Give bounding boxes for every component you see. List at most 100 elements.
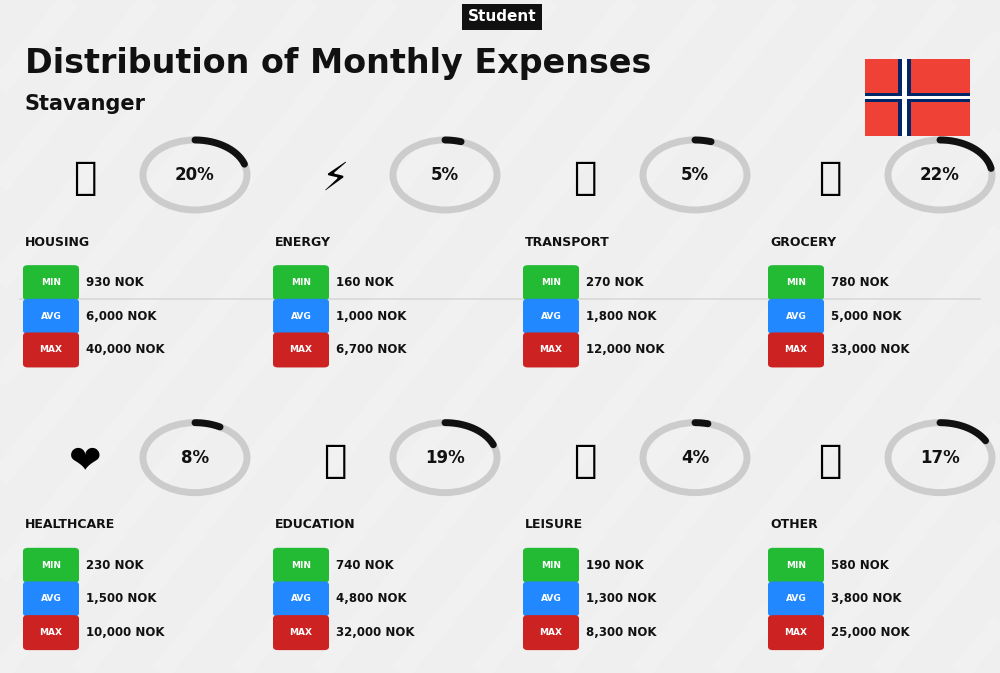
FancyBboxPatch shape bbox=[768, 615, 824, 650]
FancyBboxPatch shape bbox=[523, 332, 579, 367]
FancyBboxPatch shape bbox=[768, 265, 824, 300]
Text: 1,800 NOK: 1,800 NOK bbox=[586, 310, 657, 323]
FancyBboxPatch shape bbox=[273, 548, 329, 583]
FancyBboxPatch shape bbox=[523, 548, 579, 583]
Text: Distribution of Monthly Expenses: Distribution of Monthly Expenses bbox=[25, 47, 651, 81]
Text: 33,000 NOK: 33,000 NOK bbox=[831, 343, 910, 357]
Text: 32,000 NOK: 32,000 NOK bbox=[336, 626, 415, 639]
Text: 5,000 NOK: 5,000 NOK bbox=[831, 310, 902, 323]
Text: 🎓: 🎓 bbox=[323, 442, 347, 480]
Text: MIN: MIN bbox=[786, 561, 806, 570]
Text: ENERGY: ENERGY bbox=[275, 236, 331, 249]
Text: AVG: AVG bbox=[291, 594, 311, 604]
FancyBboxPatch shape bbox=[273, 299, 329, 334]
FancyBboxPatch shape bbox=[768, 332, 824, 367]
Text: 580 NOK: 580 NOK bbox=[831, 559, 889, 572]
Text: 12,000 NOK: 12,000 NOK bbox=[586, 343, 665, 357]
FancyBboxPatch shape bbox=[273, 265, 329, 300]
Text: 17%: 17% bbox=[920, 449, 960, 466]
Text: 160 NOK: 160 NOK bbox=[336, 276, 394, 289]
FancyBboxPatch shape bbox=[523, 581, 579, 616]
FancyBboxPatch shape bbox=[523, 265, 579, 300]
FancyBboxPatch shape bbox=[768, 548, 824, 583]
Text: MIN: MIN bbox=[41, 561, 61, 570]
Text: AVG: AVG bbox=[41, 594, 61, 604]
Text: 🚌: 🚌 bbox=[573, 160, 597, 197]
Text: 20%: 20% bbox=[175, 166, 215, 184]
Text: 8%: 8% bbox=[181, 449, 209, 466]
Text: 6,000 NOK: 6,000 NOK bbox=[86, 310, 156, 323]
Bar bbox=[865, 59, 970, 137]
Text: 740 NOK: 740 NOK bbox=[336, 559, 394, 572]
FancyBboxPatch shape bbox=[273, 581, 329, 616]
Text: TRANSPORT: TRANSPORT bbox=[525, 236, 610, 249]
Text: 💛: 💛 bbox=[818, 442, 842, 480]
Text: 40,000 NOK: 40,000 NOK bbox=[86, 343, 165, 357]
Text: Student: Student bbox=[468, 9, 536, 24]
Text: AVG: AVG bbox=[541, 312, 561, 321]
Text: LEISURE: LEISURE bbox=[525, 518, 583, 532]
Text: HEALTHCARE: HEALTHCARE bbox=[25, 518, 115, 532]
Text: 10,000 NOK: 10,000 NOK bbox=[86, 626, 164, 639]
Text: 3,800 NOK: 3,800 NOK bbox=[831, 592, 902, 606]
Text: AVG: AVG bbox=[541, 594, 561, 604]
Text: 1,500 NOK: 1,500 NOK bbox=[86, 592, 156, 606]
Text: Stavanger: Stavanger bbox=[25, 94, 146, 114]
Text: 5%: 5% bbox=[681, 166, 709, 184]
Text: MAX: MAX bbox=[540, 628, 562, 637]
Bar bbox=[902, 59, 907, 137]
Text: ⚡: ⚡ bbox=[321, 160, 349, 197]
Text: 22%: 22% bbox=[920, 166, 960, 184]
FancyBboxPatch shape bbox=[768, 299, 824, 334]
Text: ❤: ❤ bbox=[69, 442, 101, 480]
Text: 4,800 NOK: 4,800 NOK bbox=[336, 592, 407, 606]
Text: EDUCATION: EDUCATION bbox=[275, 518, 356, 532]
Text: 930 NOK: 930 NOK bbox=[86, 276, 144, 289]
Text: 🏢: 🏢 bbox=[73, 160, 97, 197]
FancyBboxPatch shape bbox=[23, 332, 79, 367]
Text: 190 NOK: 190 NOK bbox=[586, 559, 644, 572]
Text: HOUSING: HOUSING bbox=[25, 236, 90, 249]
Text: AVG: AVG bbox=[291, 312, 311, 321]
Text: MIN: MIN bbox=[541, 561, 561, 570]
Text: 6,700 NOK: 6,700 NOK bbox=[336, 343, 406, 357]
Text: AVG: AVG bbox=[786, 312, 806, 321]
Text: 25,000 NOK: 25,000 NOK bbox=[831, 626, 910, 639]
FancyBboxPatch shape bbox=[273, 615, 329, 650]
Text: 270 NOK: 270 NOK bbox=[586, 276, 644, 289]
Text: 🛍: 🛍 bbox=[573, 442, 597, 480]
Text: 19%: 19% bbox=[425, 449, 465, 466]
Text: 8,300 NOK: 8,300 NOK bbox=[586, 626, 657, 639]
Text: MIN: MIN bbox=[41, 278, 61, 287]
Text: AVG: AVG bbox=[41, 312, 61, 321]
Text: 5%: 5% bbox=[431, 166, 459, 184]
Text: 1,000 NOK: 1,000 NOK bbox=[336, 310, 406, 323]
Text: MAX: MAX bbox=[784, 628, 808, 637]
Text: MIN: MIN bbox=[291, 561, 311, 570]
FancyBboxPatch shape bbox=[273, 332, 329, 367]
FancyBboxPatch shape bbox=[23, 299, 79, 334]
Text: 🛒: 🛒 bbox=[818, 160, 842, 197]
Text: MAX: MAX bbox=[290, 628, 313, 637]
Text: MIN: MIN bbox=[541, 278, 561, 287]
Text: 230 NOK: 230 NOK bbox=[86, 559, 144, 572]
FancyBboxPatch shape bbox=[768, 581, 824, 616]
Text: MAX: MAX bbox=[540, 345, 562, 355]
Text: MIN: MIN bbox=[786, 278, 806, 287]
Text: 780 NOK: 780 NOK bbox=[831, 276, 889, 289]
FancyBboxPatch shape bbox=[523, 299, 579, 334]
FancyBboxPatch shape bbox=[523, 615, 579, 650]
Text: GROCERY: GROCERY bbox=[770, 236, 836, 249]
FancyBboxPatch shape bbox=[23, 615, 79, 650]
Text: MAX: MAX bbox=[40, 345, 63, 355]
Text: MAX: MAX bbox=[40, 628, 63, 637]
Text: 1,300 NOK: 1,300 NOK bbox=[586, 592, 656, 606]
Bar bbox=[898, 59, 911, 137]
Bar bbox=[865, 96, 970, 99]
Text: MAX: MAX bbox=[784, 345, 808, 355]
Text: OTHER: OTHER bbox=[770, 518, 818, 532]
Text: MIN: MIN bbox=[291, 278, 311, 287]
Text: 4%: 4% bbox=[681, 449, 709, 466]
Bar bbox=[865, 93, 970, 102]
Text: MAX: MAX bbox=[290, 345, 313, 355]
